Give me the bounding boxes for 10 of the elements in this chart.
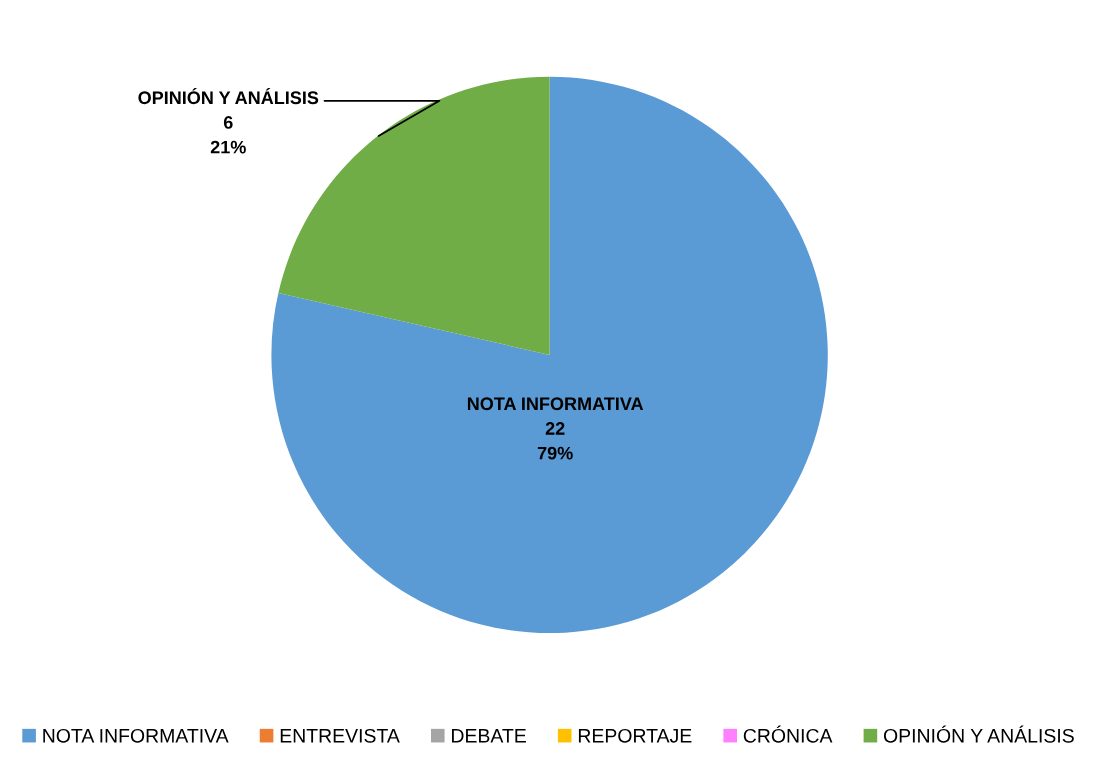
legend-label: DEBATE	[452, 729, 526, 743]
data-label: 22 79%	[537, 422, 573, 460]
slice-label: OPINIÓN Y ANÁLISIS	[138, 87, 319, 105]
legend-label: ENTREVISTA	[280, 728, 400, 743]
legend-label: REPORTAJE	[578, 728, 692, 743]
legend-label: CRÓNICA	[743, 725, 833, 743]
data-label: 6 21%	[210, 116, 246, 154]
legend-label: NOTA INFORMATIVA	[43, 728, 229, 743]
legend-label: OPINIÓN Y ANÁLISIS	[883, 725, 1074, 743]
slice-label: NOTA INFORMATIVA	[467, 397, 644, 411]
